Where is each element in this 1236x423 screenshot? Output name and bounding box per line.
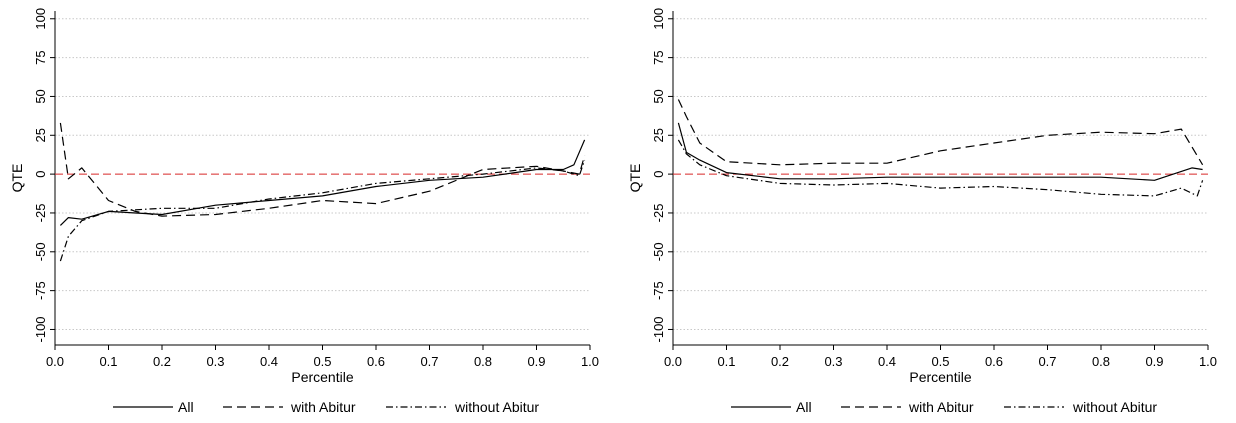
x-tick-label: 0.5: [313, 354, 331, 369]
series-line-with-abitur: [677, 99, 1204, 166]
legend-label: with Abitur: [290, 399, 356, 415]
y-tick-label: -75: [651, 281, 666, 300]
x-tick-label: 0.4: [260, 354, 278, 369]
x-tick-label: 1.0: [581, 354, 599, 369]
x-tick-label: 0.8: [1092, 354, 1110, 369]
y-tick-label: 25: [651, 128, 666, 142]
right-chart: -100 -75 -50 -25 0 25 50 75 100 0.0 0.1 0.2 0.3 0.4 0.…: [627, 8, 1217, 415]
x-tick-label: 0.8: [474, 354, 492, 369]
y-tick-label: 100: [651, 8, 666, 30]
y-tick-label: 50: [33, 89, 48, 103]
series-line-without-abitur: [59, 159, 586, 262]
y-tick-label: 50: [651, 89, 666, 103]
x-tick-label: 0.9: [1145, 354, 1163, 369]
x-tick-label: 0.3: [824, 354, 842, 369]
y-tick-label: -100: [33, 316, 48, 342]
x-tick-label: 0.2: [771, 354, 789, 369]
legend-label: without Abitur: [454, 399, 539, 415]
series-line-all: [677, 122, 1203, 181]
y-tick-label: -100: [651, 316, 666, 342]
y-axis-title: QTE: [627, 164, 643, 193]
legend-label: All: [178, 399, 194, 415]
right-chart-panel: -100 -75 -50 -25 0 25 50 75 100 0.0 0.1 0.2 0.3 0.4 0.…: [618, 0, 1236, 423]
x-tick-label: 1.0: [1199, 354, 1217, 369]
y-tick-label: -50: [651, 242, 666, 261]
x-tick-label: 0.6: [367, 354, 385, 369]
y-tick-label: 75: [33, 50, 48, 64]
x-tick-label: 0.1: [99, 354, 117, 369]
y-tick-label: 0: [33, 170, 48, 177]
x-tick-label: 0.6: [985, 354, 1003, 369]
y-tick-label: -50: [33, 242, 48, 261]
x-tick-label: 0.1: [717, 354, 735, 369]
legend-label: with Abitur: [908, 399, 974, 415]
series-line-with-abitur: [59, 122, 586, 217]
x-tick-label: 0.3: [206, 354, 224, 369]
x-tick-label: 0.7: [1038, 354, 1056, 369]
y-tick-label: 100: [33, 8, 48, 30]
x-tick-label: 0.2: [153, 354, 171, 369]
series-line-without-abitur: [677, 139, 1204, 197]
y-tick-label: 0: [651, 170, 666, 177]
x-tick-label: 0.7: [420, 354, 438, 369]
y-tick-label: -75: [33, 281, 48, 300]
x-tick-label: 0.0: [664, 354, 682, 369]
x-tick-label: 0.4: [878, 354, 896, 369]
x-axis-title: Percentile: [909, 369, 971, 385]
x-axis-title: Percentile: [291, 369, 353, 385]
left-chart-panel: -100 -75 -50 -25 0 25 50 75 100 0.0 0.1 0.2 0.3 0.4 0.…: [9, 8, 599, 415]
left-chart: -100 -75 -50 -25 0 25 50 75 100 0.0 0.1 0.2 0.3 0.4 0.…: [9, 8, 599, 415]
y-tick-label: 75: [651, 50, 666, 64]
x-tick-label: 0.5: [931, 354, 949, 369]
legend-label: without Abitur: [1072, 399, 1157, 415]
y-axis-title: QTE: [9, 164, 25, 193]
x-tick-label: 0.0: [46, 354, 64, 369]
y-tick-label: 25: [33, 128, 48, 142]
legend-label: All: [796, 399, 812, 415]
x-tick-label: 0.9: [527, 354, 545, 369]
y-tick-label: -25: [33, 204, 48, 223]
y-tick-label: -25: [651, 204, 666, 223]
